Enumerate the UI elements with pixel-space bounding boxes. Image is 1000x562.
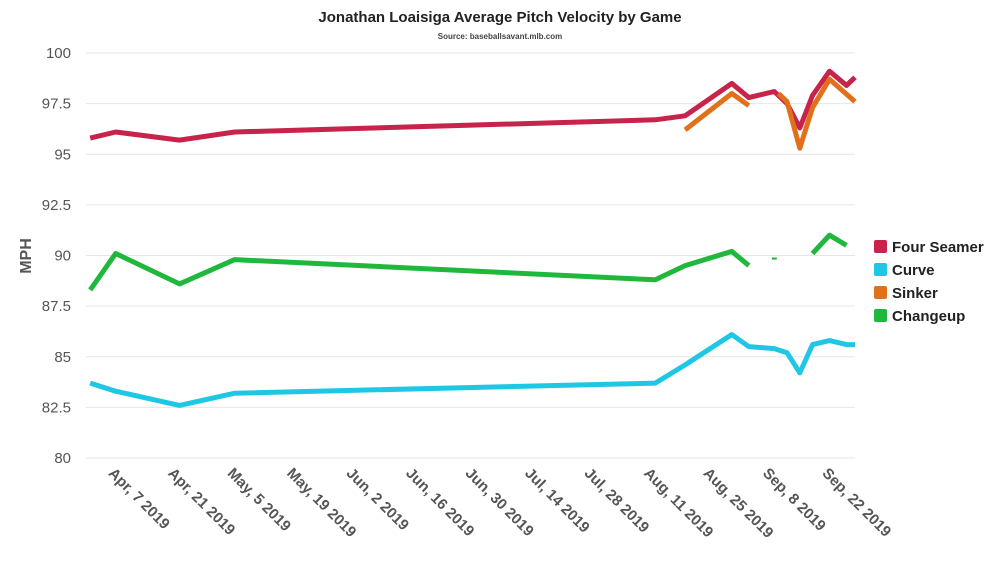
legend-swatch <box>874 286 887 299</box>
y-tick-label: 97.5 <box>42 96 71 113</box>
series-line-four-seamer <box>89 68 857 143</box>
y-axis-label: MPH <box>18 238 35 274</box>
legend-swatch <box>874 309 887 322</box>
series-lines <box>88 68 857 408</box>
x-tick-label: Sep, 22 2019 <box>819 465 895 541</box>
y-tick-label: 80 <box>54 450 71 467</box>
legend-label: Four Seamer <box>892 239 984 256</box>
y-tick-label: 92.5 <box>42 197 71 214</box>
y-tick-label: 100 <box>46 45 71 62</box>
legend-label: Curve <box>892 262 935 279</box>
y-tick-label: 95 <box>54 146 71 163</box>
y-tick-label: 82.5 <box>42 399 71 416</box>
legend: Four Seamer Curve Sinker Changeup <box>874 239 984 325</box>
grid-lines <box>86 52 855 459</box>
series-line-curve <box>89 332 855 408</box>
y-tick-label: 90 <box>54 248 71 265</box>
legend-label: Changeup <box>892 308 965 325</box>
legend-swatch <box>874 263 887 276</box>
y-tick-label: 87.5 <box>42 298 71 315</box>
chart-subtitle: Source: baseballsavant.mlb.com <box>438 32 563 41</box>
x-tick-label: Apr, 7 2019 <box>105 465 173 533</box>
series-line-sinker <box>776 76 857 151</box>
legend-swatch <box>874 240 887 253</box>
series-line-changeup <box>810 232 848 256</box>
y-axis-ticks: 80 82.5 85 87.5 90 92.5 95 97.5 100 <box>42 45 71 467</box>
series-line-changeup <box>88 248 751 292</box>
legend-label: Sinker <box>892 285 938 302</box>
chart-title: Jonathan Loaisiga Average Pitch Velocity… <box>318 9 681 26</box>
y-tick-label: 85 <box>54 349 71 366</box>
series-line-sinker <box>683 91 751 132</box>
